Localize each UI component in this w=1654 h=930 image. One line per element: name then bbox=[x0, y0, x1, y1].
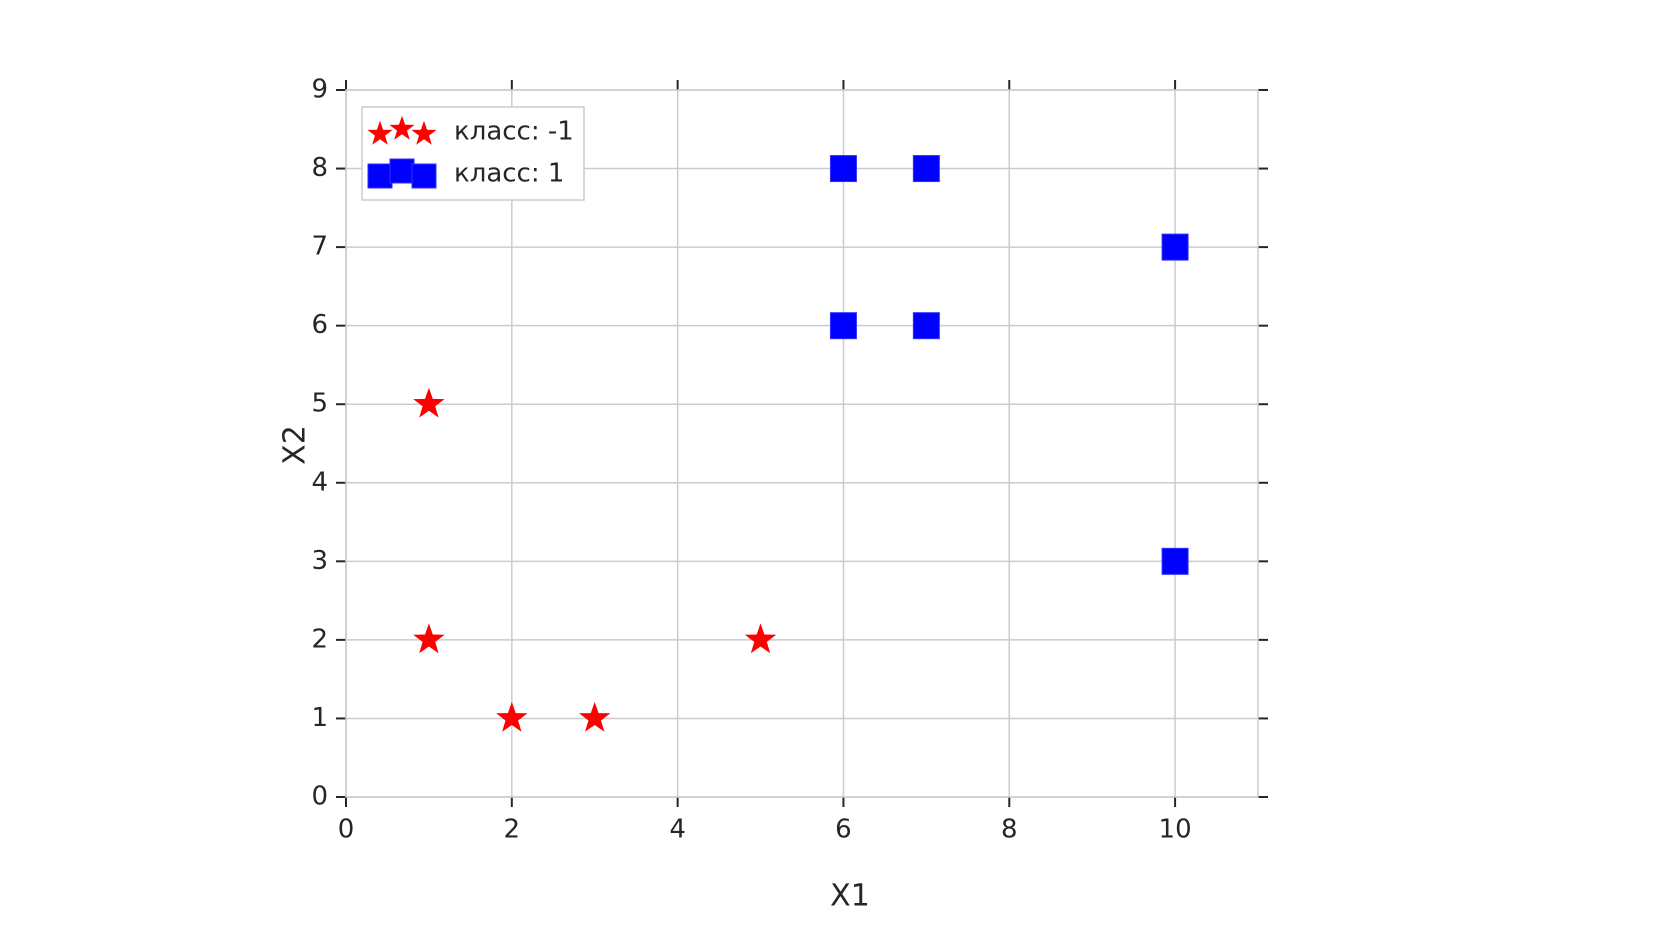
point bbox=[579, 701, 611, 732]
legend-box bbox=[361, 106, 585, 201]
y-tick-label: 0 bbox=[311, 782, 328, 812]
y-tick-label: 2 bbox=[311, 624, 328, 654]
point bbox=[496, 701, 528, 732]
y-tick-label: 8 bbox=[311, 153, 328, 183]
point bbox=[829, 312, 857, 340]
y-tick-label: 7 bbox=[311, 232, 328, 262]
y-tick-label: 9 bbox=[311, 75, 328, 105]
point bbox=[413, 623, 445, 654]
legend-marker bbox=[389, 158, 415, 184]
y-tick-label: 4 bbox=[311, 467, 328, 497]
x-tick-label: 10 bbox=[1159, 815, 1192, 845]
y-tick-label: 1 bbox=[311, 703, 328, 733]
point bbox=[912, 155, 940, 183]
legend-marker bbox=[411, 163, 437, 189]
y-tick-label: 6 bbox=[311, 310, 328, 340]
point bbox=[744, 623, 777, 654]
legend-marker bbox=[411, 120, 437, 145]
point bbox=[1161, 547, 1189, 575]
legend-marker bbox=[367, 120, 393, 145]
point bbox=[1161, 233, 1189, 261]
legend-marker bbox=[367, 163, 393, 189]
x-tick-label: 2 bbox=[504, 815, 521, 845]
x-tick-label: 8 bbox=[1001, 815, 1018, 845]
y-axis-label: X2 bbox=[278, 425, 313, 465]
point bbox=[912, 312, 940, 340]
x-tick-label: 0 bbox=[338, 815, 355, 845]
plot-frame bbox=[345, 89, 1259, 798]
grid bbox=[345, 89, 1258, 798]
x-tick-label: 4 bbox=[669, 815, 686, 845]
legend-marker bbox=[389, 115, 415, 140]
y-tick-label: 5 bbox=[311, 389, 328, 419]
point bbox=[413, 387, 445, 418]
legend-label: класс: -1 bbox=[454, 117, 574, 147]
x-tick-label: 6 bbox=[835, 815, 852, 845]
x-axis-label: X1 bbox=[830, 879, 870, 914]
y-tick-label: 3 bbox=[311, 546, 328, 576]
legend-label: класс: 1 bbox=[454, 159, 564, 189]
point bbox=[829, 155, 857, 183]
